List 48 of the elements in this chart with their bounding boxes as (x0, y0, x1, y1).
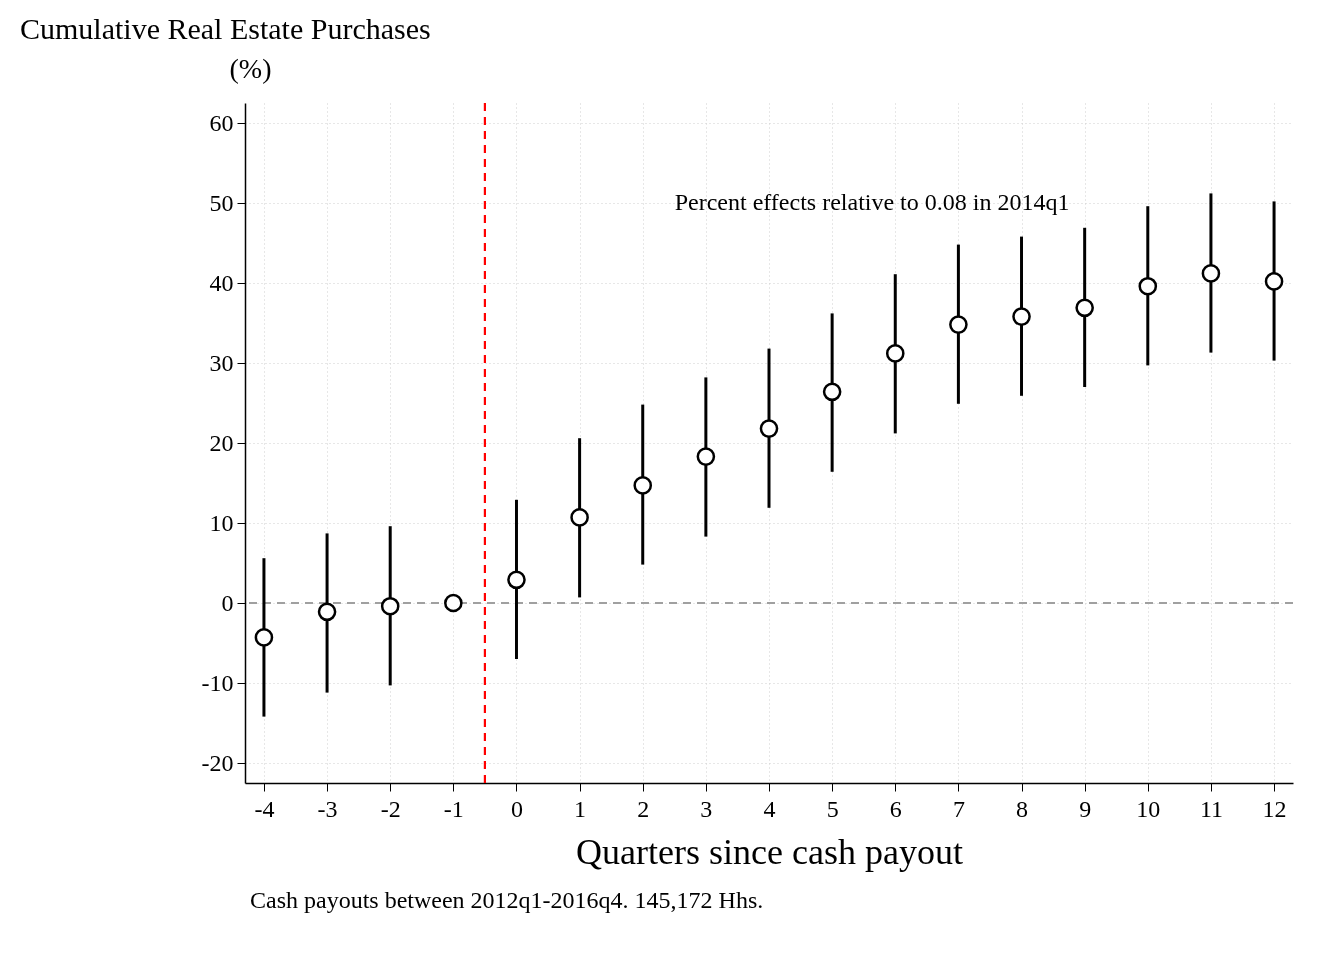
y-tick-label: -20 (201, 749, 234, 776)
x-tick-label: 2 (637, 795, 650, 822)
point (1012, 307, 1031, 326)
y-tick-label: 60 (209, 109, 234, 136)
point (885, 344, 905, 363)
point (822, 382, 842, 402)
x-tick-label: -4 (254, 795, 275, 822)
x-tick-label: 11 (1199, 795, 1223, 822)
x-tick-label: 5 (826, 795, 839, 822)
point (759, 419, 779, 438)
x-tick-label: 1 (574, 795, 587, 822)
y-tick-label: 50 (209, 189, 234, 216)
y-tick-label: -10 (201, 669, 234, 696)
y-tick-label: 30 (209, 349, 234, 376)
point (254, 628, 274, 647)
x-tick-label: -2 (380, 795, 401, 822)
point (317, 602, 337, 622)
point (1201, 264, 1221, 283)
x-axis-title: Quarters since cash payout (576, 831, 963, 872)
x-tick-label: -1 (443, 795, 464, 822)
y-tick-label: 20 (209, 429, 234, 456)
x-tick-label: 6 (889, 795, 902, 822)
x-tick-label: 9 (1079, 795, 1092, 822)
x-tick-label: 3 (700, 795, 713, 822)
chart-title: Cumulative Real Estate Purchases (20, 12, 431, 45)
point (1264, 272, 1284, 291)
x-tick-label: 8 (1016, 795, 1029, 822)
y-tick-label: 40 (209, 269, 234, 296)
point (696, 447, 716, 466)
x-tick-label: 10 (1136, 795, 1161, 822)
x-tick-label: 12 (1262, 795, 1287, 822)
x-tick-label: 4 (763, 795, 776, 822)
x-tick-label: 0 (510, 795, 523, 822)
point (570, 508, 589, 527)
point (1075, 298, 1094, 318)
x-tick-label: -3 (317, 795, 338, 822)
y-axis-title: (%) (229, 52, 272, 84)
y-tick-label: 10 (209, 509, 234, 536)
point (1138, 276, 1158, 296)
point (507, 570, 526, 590)
point (949, 315, 968, 334)
x-tick-label: 7 (952, 795, 965, 822)
y-tick-label: 0 (221, 589, 234, 616)
point (444, 593, 463, 613)
text: Cash payouts between 2012q1-2016q4. 145,172 Hhs. (250, 887, 764, 913)
annotation: Percent effects relative to 0.08 in 2014q1 (674, 189, 1070, 215)
point (380, 596, 400, 616)
point (633, 476, 653, 495)
